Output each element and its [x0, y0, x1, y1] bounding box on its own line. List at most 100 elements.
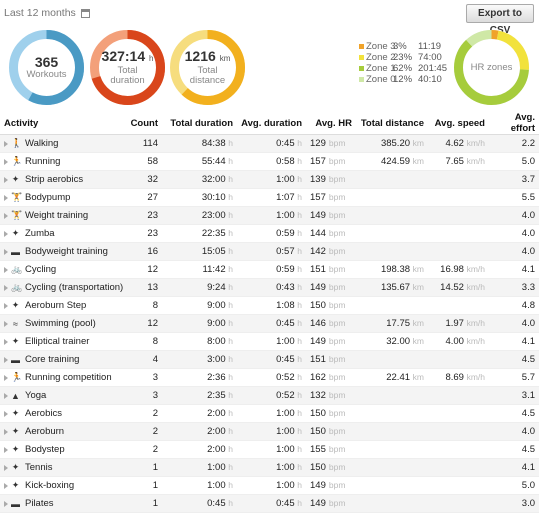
expand-row-icon[interactable]: [4, 158, 8, 165]
expand-row-icon[interactable]: [4, 428, 8, 435]
table-row[interactable]: ✦ Aeroburn 2 2:00 h 1:00 h 150 bpm 4.0: [0, 422, 539, 441]
expand-row-icon[interactable]: [4, 356, 8, 363]
col-avg-hr[interactable]: Avg. HR: [306, 112, 356, 135]
avg-duration-value: 1:00: [276, 462, 295, 473]
avg-speed-empty: [428, 476, 489, 495]
table-row[interactable]: ✦ Aerobics 2 2:00 h 1:00 h 150 bpm 4.5: [0, 404, 539, 423]
hour-unit: h: [228, 156, 233, 166]
avg-effort-value: 3.0: [521, 498, 535, 509]
aerobics-icon: ✦: [11, 408, 20, 418]
table-row[interactable]: ▬ Core training 4 3:00 h 0:45 h 151 bpm 4.5: [0, 350, 539, 369]
expand-row-icon[interactable]: [4, 140, 8, 147]
count-value: 1: [152, 462, 158, 473]
table-row[interactable]: ▬ Bodyweight training 16 15:05 h 0:57 h 142 bp…: [0, 242, 539, 261]
avg-effort-value: 3.7: [521, 174, 535, 185]
zone-name: Zone 2: [366, 52, 396, 63]
expand-row-icon[interactable]: [4, 248, 8, 255]
table-row[interactable]: ▬ Pilates 1 0:45 h 0:45 h 149 bpm 3.0: [0, 494, 539, 513]
col-total-distance[interactable]: Total distance: [356, 112, 428, 135]
expand-row-icon[interactable]: [4, 176, 8, 183]
count-value: 58: [147, 156, 158, 167]
count-value: 16: [147, 246, 158, 257]
activity-name: Pilates: [25, 498, 54, 509]
total-duration-value: 15:05: [201, 246, 226, 257]
expand-row-icon[interactable]: [4, 284, 8, 291]
expand-row-icon[interactable]: [4, 410, 8, 417]
avg-speed-value: 16.98: [440, 264, 464, 275]
bpm-unit: bpm: [328, 210, 346, 220]
table-row[interactable]: 🚲 Cycling 12 11:42 h 0:59 h 151 bpm 198.38 km 16…: [0, 260, 539, 279]
hour-unit: h: [228, 246, 233, 256]
avg-effort-value: 4.1: [521, 264, 535, 275]
expand-row-icon[interactable]: [4, 374, 8, 381]
avg-effort-value: 5.0: [521, 480, 535, 491]
total-duration-value: 32:00: [201, 174, 226, 185]
avg-speed-empty: [428, 224, 489, 243]
expand-row-icon[interactable]: [4, 392, 8, 399]
table-row[interactable]: ✦ Zumba 23 22:35 h 0:59 h 144 bpm 4.0: [0, 224, 539, 243]
hour-unit: h: [228, 390, 233, 400]
expand-row-icon[interactable]: [4, 194, 8, 201]
avg-duration-value: 0:43: [276, 282, 295, 293]
table-row[interactable]: ✦ Strip aerobics 32 32:00 h 1:00 h 139 bpm 3.7: [0, 170, 539, 189]
period-selector[interactable]: Last 12 months: [4, 7, 90, 19]
expand-row-icon[interactable]: [4, 302, 8, 309]
table-row[interactable]: ▲ Yoga 3 2:35 h 0:52 h 132 bpm 3.1: [0, 386, 539, 405]
col-avg-speed[interactable]: Avg. speed: [428, 112, 489, 135]
hour-unit: h: [297, 462, 302, 472]
table-row[interactable]: ✦ Bodystep 2 2:00 h 1:00 h 155 bpm 4.5: [0, 440, 539, 459]
hour-unit: h: [297, 228, 302, 238]
expand-row-icon[interactable]: [4, 266, 8, 273]
table-row[interactable]: ✦ Aeroburn Step 8 9:00 h 1:08 h 150 bpm 4.8: [0, 296, 539, 315]
table-row[interactable]: 🏃 Running 58 55:44 h 0:58 h 157 bpm 424.59 km 7.…: [0, 152, 539, 171]
expand-row-icon[interactable]: [4, 482, 8, 489]
col-total-duration[interactable]: Total duration: [162, 112, 237, 135]
col-activity[interactable]: Activity: [0, 112, 126, 135]
expand-row-icon[interactable]: [4, 446, 8, 453]
hr-zone-row: Zone 0 12% 40:10: [359, 74, 447, 85]
table-row[interactable]: 🚶 Walking 114 84:38 h 0:45 h 129 bpm 385.20 km 4…: [0, 134, 539, 153]
col-count[interactable]: Count: [126, 112, 162, 135]
duration-value: 327:14 h: [101, 48, 154, 64]
calendar-icon[interactable]: [80, 8, 90, 18]
col-avg-duration[interactable]: Avg. duration: [237, 112, 306, 135]
total-duration-value: 2:00: [207, 444, 226, 455]
expand-row-icon[interactable]: [4, 464, 8, 471]
total-duration-value: 2:36: [207, 372, 226, 383]
table-row[interactable]: ≈ Swimming (pool) 12 9:00 h 0:45 h 146 bpm 17.7…: [0, 314, 539, 333]
expand-row-icon[interactable]: [4, 500, 8, 507]
total-distance-value: 17.75: [386, 318, 411, 329]
avg-speed-empty: [428, 404, 489, 423]
hour-unit: h: [297, 444, 302, 454]
expand-row-icon[interactable]: [4, 338, 8, 345]
total-distance-empty: [356, 494, 428, 513]
count-value: 12: [147, 318, 158, 329]
table-row[interactable]: 🏋 Weight training 23 23:00 h 1:00 h 149 bpm 4.0: [0, 206, 539, 225]
total-duration-value: 1:00: [207, 462, 226, 473]
hour-unit: h: [228, 174, 233, 184]
table-row[interactable]: ✦ Elliptical trainer 8 8:00 h 1:00 h 149 bpm 32…: [0, 332, 539, 351]
avg-speed-empty: [428, 440, 489, 459]
table-row[interactable]: ✦ Kick-boxing 1 1:00 h 1:00 h 149 bpm 5.0: [0, 476, 539, 495]
bodypump-icon: 🏋: [11, 192, 23, 202]
total-distance-empty: [356, 224, 428, 243]
count-value: 2: [152, 426, 158, 437]
expand-row-icon[interactable]: [4, 212, 8, 219]
col-avg-effort[interactable]: Avg. effort: [489, 112, 539, 135]
avg-effort-value: 4.5: [521, 444, 535, 455]
bpm-unit: bpm: [328, 498, 346, 508]
expand-row-icon[interactable]: [4, 230, 8, 237]
hr-zones-title: HR zones: [470, 61, 513, 73]
avg-speed-empty: [428, 188, 489, 207]
table-row[interactable]: 🏃 Running competition 3 2:36 h 0:52 h 162 bpm 2…: [0, 368, 539, 387]
bpm-unit: bpm: [328, 480, 346, 490]
table-row[interactable]: 🏋 Bodypump 27 30:10 h 1:07 h 157 bpm 5.5: [0, 188, 539, 207]
expand-row-icon[interactable]: [4, 320, 8, 327]
avg-speed-empty: [428, 242, 489, 261]
duration-label-2: duration: [110, 75, 145, 86]
count-value: 2: [152, 408, 158, 419]
count-value: 23: [147, 228, 158, 239]
table-row[interactable]: ✦ Tennis 1 1:00 h 1:00 h 150 bpm 4.1: [0, 458, 539, 477]
export-csv-button[interactable]: Export to CSV: [466, 4, 534, 36]
